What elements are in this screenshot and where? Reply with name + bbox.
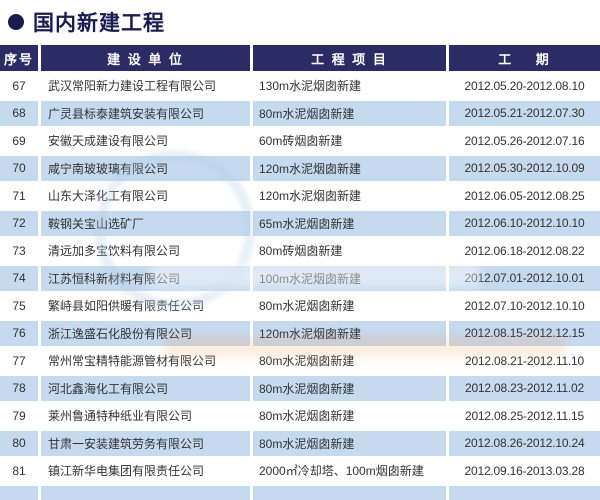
cell-period: 2012.08.15-2012.12.15	[449, 320, 600, 346]
cell-no: 78	[0, 375, 38, 401]
cell-no: 80	[0, 430, 38, 456]
cell-period: 2012.05.21-2012.07.30	[449, 100, 600, 126]
cell-no: 72	[0, 210, 38, 236]
cell-no: 69	[12, 133, 26, 148]
cell-project: 80m砖烟囱新建	[259, 244, 343, 259]
cell-project: 120m水泥烟囱新建	[253, 155, 446, 181]
cell-project: 120m水泥烟囱新建	[259, 189, 362, 204]
table-row: 77 常州常宝精特能源管材有限公司 80m水泥烟囱新建 2012.08.21-2012…	[0, 348, 600, 376]
cell-period: 2012.05.30-2012.10.09	[449, 155, 600, 181]
cell-project: 80m水泥烟囱新建	[259, 299, 355, 314]
cell-company: 江苏恒科新材料有限公司	[41, 265, 250, 291]
cell-no: 79	[12, 408, 26, 423]
cell-no: 74	[0, 265, 38, 291]
cell-company: 清远加多宝饮料有限公司	[48, 244, 181, 259]
cell-project: 100m水泥烟囱新建	[253, 265, 446, 291]
projects-table: 序号 建 设 单 位 工 程 项 目 工 期 67 武汉常阳新力建设工程有限公司 1…	[0, 45, 600, 500]
cell-company: 甘肃一安装建筑劳务有限公司	[41, 430, 250, 456]
cell-period: 2012.06.10-2012.10.10	[449, 210, 600, 236]
cell-no: 68	[0, 100, 38, 126]
cell-company	[41, 485, 250, 500]
table-row: 80 甘肃一安装建筑劳务有限公司 80m水泥烟囱新建 2012.08.26-2012.…	[0, 430, 600, 458]
table-row: 79 莱州鲁通特种纸业有限公司 80m水泥烟囱新建 2012.08.25-2012.1…	[0, 403, 600, 431]
cell-company: 广灵县标泰建筑安装有限公司	[41, 100, 250, 126]
cell-company: 繁峙县如阳供暖有限责任公司	[48, 299, 205, 314]
cell-period: 2012.08.25-2012.11.15	[464, 408, 585, 423]
cell-project	[253, 485, 446, 500]
cell-company: 河北鑫海化工有限公司	[41, 375, 250, 401]
table-row: 73 清远加多宝饮料有限公司 80m砖烟囱新建 2012.06.18-2012.08.…	[0, 238, 600, 266]
cell-no: 77	[12, 353, 26, 368]
cell-company: 莱州鲁通特种纸业有限公司	[48, 409, 193, 424]
cell-project: 65m水泥烟囱新建	[253, 210, 446, 236]
bullet-icon	[8, 14, 24, 30]
table-row: 78 河北鑫海化工有限公司 80m水泥烟囱新建 2012.08.23-2012.11.…	[0, 375, 600, 403]
cell-period: 2012.08.23-2012.11.02	[449, 375, 600, 401]
cell-project: 80m水泥烟囱新建	[253, 430, 446, 456]
table-row: 68 广灵县标泰建筑安装有限公司 80m水泥烟囱新建 2012.05.21-2012.…	[0, 100, 600, 128]
section-title-bar: 国内新建工程	[8, 7, 165, 37]
cell-company: 咸宁南玻玻璃有限公司	[41, 155, 250, 181]
table-row: 76 浙江逸盛石化股份有限公司 120m水泥烟囱新建 2012.08.15-2012.…	[0, 320, 600, 348]
cell-period: 2012.07.10-2012.10.10	[464, 298, 585, 313]
cell-period: 2012.05.26-2012.07.16	[464, 133, 585, 148]
cell-project: 60m砖烟囱新建	[259, 134, 343, 149]
cell-project: 130m水泥烟囱新建	[259, 79, 362, 94]
cell-no: 73	[12, 243, 26, 258]
cell-company: 安徽天成建设有限公司	[48, 134, 169, 149]
cell-period: 2012.08.21-2012.11.10	[464, 353, 585, 368]
header-period: 工 期	[449, 45, 600, 71]
cell-company: 鞍钢关宝山选矿厂	[41, 210, 250, 236]
cell-company: 武汉常阳新力建设工程有限公司	[48, 79, 217, 94]
table-row: 70 咸宁南玻玻璃有限公司 120m水泥烟囱新建 2012.05.30-2012.10…	[0, 155, 600, 183]
cell-period: 2012.07.01-2012.10.01	[449, 265, 600, 291]
cell-company: 常州常宝精特能源管材有限公司	[48, 354, 217, 369]
table-row: 75 繁峙县如阳供暖有限责任公司 80m水泥烟囱新建 2012.07.10-2012.…	[0, 293, 600, 321]
table-row: 71 山东大泽化工有限公司 120m水泥烟囱新建 2012.06.05-2012.08…	[0, 183, 600, 211]
cell-project: 2000㎡冷却塔、100m烟囱新建	[259, 464, 424, 479]
cell-period: 2012.09.16-2013.03.28	[464, 463, 585, 478]
cell-company: 镇江新华电集团有限责任公司	[48, 464, 205, 479]
cell-no: 76	[0, 320, 38, 346]
cell-period: 2012.06.05-2012.08.25	[464, 188, 585, 203]
cell-project: 80m水泥烟囱新建	[253, 100, 446, 126]
cell-project: 80m水泥烟囱新建	[259, 354, 355, 369]
table-row: 72 鞍钢关宝山选矿厂 65m水泥烟囱新建 2012.06.10-2012.10.10	[0, 210, 600, 238]
cell-project: 80m水泥烟囱新建	[259, 409, 355, 424]
cell-period: 2012.06.18-2012.08.22	[464, 243, 585, 258]
cell-company: 山东大泽化工有限公司	[48, 189, 169, 204]
cell-period: 2012.08.26-2012.10.24	[449, 430, 600, 456]
table-row: 69 安徽天成建设有限公司 60m砖烟囱新建 2012.05.26-2012.07.1…	[0, 128, 600, 156]
cell-no: 75	[12, 298, 26, 313]
header-company: 建 设 单 位	[41, 45, 250, 71]
cell-project: 120m水泥烟囱新建	[253, 320, 446, 346]
table-row-partial	[0, 485, 600, 500]
cell-project: 80m水泥烟囱新建	[253, 375, 446, 401]
header-project: 工 程 项 目	[253, 45, 446, 71]
page-title: 国内新建工程	[33, 12, 165, 35]
table-row: 81 镇江新华电集团有限责任公司 2000㎡冷却塔、100m烟囱新建 2012.09.…	[0, 458, 600, 486]
cell-no	[0, 485, 38, 500]
table-row: 74 江苏恒科新材料有限公司 100m水泥烟囱新建 2012.07.01-2012.1…	[0, 265, 600, 293]
cell-no: 67	[12, 78, 26, 93]
header-no: 序号	[0, 45, 38, 71]
cell-period: 2012.05.20-2012.08.10	[464, 78, 585, 93]
table-header-row: 序号 建 设 单 位 工 程 项 目 工 期	[0, 45, 600, 71]
cell-no: 70	[0, 155, 38, 181]
cell-period	[449, 485, 600, 500]
cell-no: 71	[12, 188, 26, 203]
table-row: 67 武汉常阳新力建设工程有限公司 130m水泥烟囱新建 2012.05.20-201…	[0, 73, 600, 101]
cell-no: 81	[12, 463, 26, 478]
cell-company: 浙江逸盛石化股份有限公司	[41, 320, 250, 346]
table-body: 67 武汉常阳新力建设工程有限公司 130m水泥烟囱新建 2012.05.20-201…	[0, 73, 600, 486]
